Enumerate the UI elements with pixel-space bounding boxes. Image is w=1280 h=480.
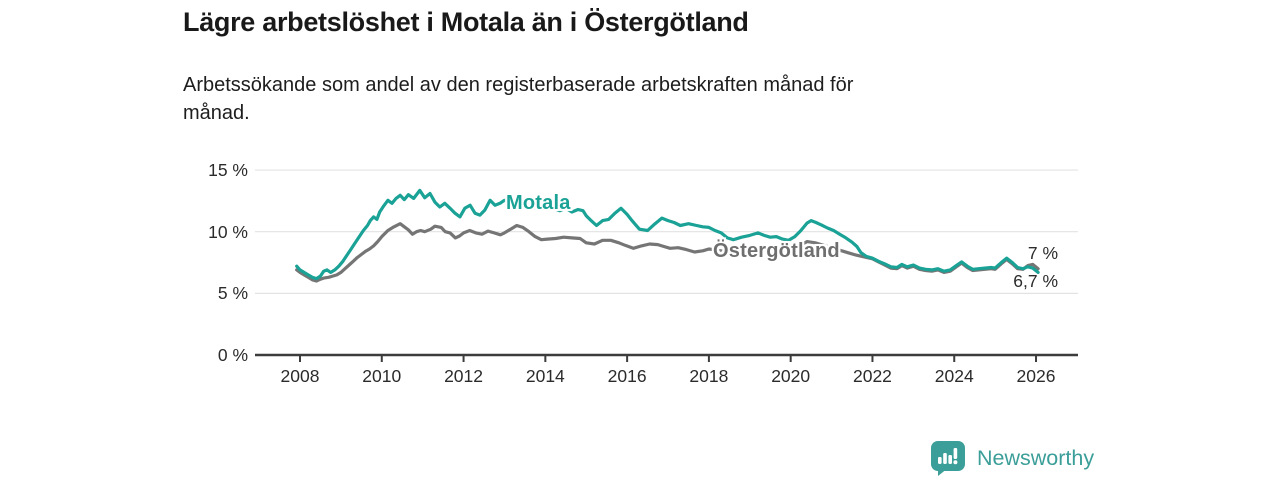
page-title: Lägre arbetslöshet i Motala än i Östergö…	[183, 7, 749, 37]
series-label-ostergotland: Östergötland	[713, 240, 840, 262]
newsworthy-bars-icon	[931, 441, 965, 476]
end-value-label-ostergotland: 7 %	[1027, 243, 1058, 263]
newsworthy-logo[interactable]: Newsworthy	[930, 440, 1094, 476]
series-line-motala	[295, 188, 1040, 281]
newsworthy-logo-text: Newsworthy	[977, 445, 1095, 470]
chart-subtitle: Arbetssökande som andel av den registerb…	[183, 74, 854, 124]
series-label-motala: Motala	[506, 192, 571, 214]
end-value-label-motala: 6,7 %	[1013, 271, 1058, 291]
